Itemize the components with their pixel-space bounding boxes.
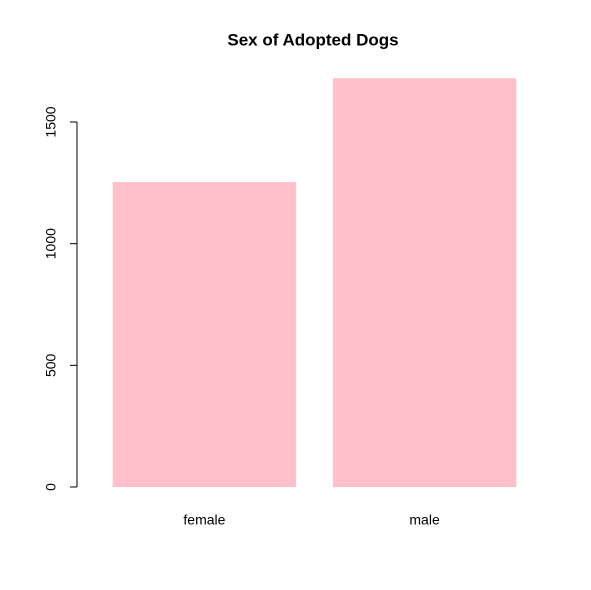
chart-title: Sex of Adopted Dogs xyxy=(227,30,398,49)
y-tick-label: 1500 xyxy=(43,106,59,137)
y-tick-label: 500 xyxy=(43,353,59,377)
bar xyxy=(112,182,297,487)
x-tick-label: female xyxy=(183,512,225,528)
y-tick-label: 0 xyxy=(43,483,59,491)
x-tick-label: male xyxy=(409,512,440,528)
y-tick-label: 1000 xyxy=(43,228,59,259)
bar xyxy=(332,78,517,487)
